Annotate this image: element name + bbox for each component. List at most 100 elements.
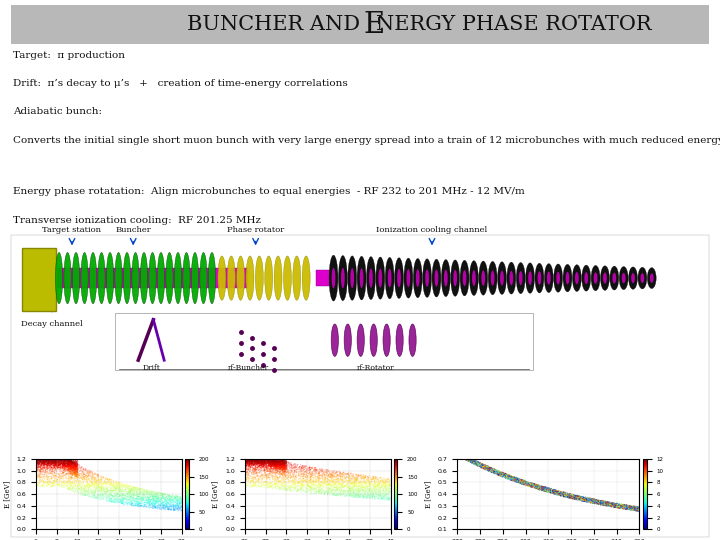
Point bbox=[66, 456, 77, 464]
Point bbox=[124, 482, 135, 490]
Point bbox=[533, 483, 544, 492]
Point bbox=[459, 454, 471, 462]
Point bbox=[360, 471, 372, 480]
Point bbox=[309, 469, 320, 477]
Point bbox=[341, 470, 352, 479]
Point bbox=[351, 482, 362, 491]
Point bbox=[529, 484, 541, 492]
Point bbox=[586, 495, 598, 503]
Point bbox=[48, 455, 59, 463]
Point bbox=[261, 454, 272, 462]
Point bbox=[501, 472, 513, 481]
Point bbox=[104, 494, 115, 502]
Point bbox=[48, 469, 60, 477]
Point bbox=[625, 505, 636, 514]
Point bbox=[72, 468, 84, 477]
Point bbox=[490, 468, 502, 477]
Point bbox=[40, 452, 51, 461]
Point bbox=[595, 497, 606, 506]
Point bbox=[65, 463, 76, 472]
Point bbox=[262, 454, 274, 463]
Point bbox=[264, 460, 276, 468]
Point bbox=[469, 460, 481, 468]
Point bbox=[452, 453, 464, 461]
Point bbox=[580, 494, 592, 503]
Point bbox=[31, 458, 42, 467]
Point bbox=[498, 471, 509, 480]
Point bbox=[524, 480, 536, 489]
Point bbox=[153, 493, 164, 502]
Point bbox=[48, 467, 60, 475]
Point bbox=[94, 487, 105, 496]
Point bbox=[115, 485, 127, 494]
Point bbox=[549, 487, 561, 496]
Ellipse shape bbox=[454, 270, 457, 286]
Point bbox=[71, 461, 83, 470]
Point bbox=[549, 487, 560, 495]
Point bbox=[320, 472, 331, 481]
Point bbox=[369, 482, 380, 490]
Point bbox=[454, 453, 465, 461]
Point bbox=[324, 472, 336, 481]
Point bbox=[623, 503, 634, 512]
Point bbox=[597, 501, 608, 509]
Point bbox=[108, 498, 120, 507]
Point bbox=[141, 494, 153, 503]
Point bbox=[529, 483, 541, 492]
Point bbox=[259, 471, 271, 480]
Point bbox=[59, 452, 71, 461]
Point bbox=[102, 486, 114, 495]
Point bbox=[248, 457, 259, 465]
Point bbox=[478, 464, 490, 472]
Point bbox=[244, 455, 256, 464]
Point bbox=[79, 490, 91, 499]
Point bbox=[244, 452, 256, 461]
Point bbox=[253, 465, 265, 474]
Point bbox=[53, 453, 64, 461]
Point bbox=[519, 478, 531, 487]
Point bbox=[257, 455, 269, 463]
Point bbox=[87, 489, 99, 497]
Point bbox=[274, 460, 285, 469]
Point bbox=[526, 480, 537, 488]
Point bbox=[378, 492, 390, 501]
Point bbox=[523, 481, 534, 490]
Point bbox=[462, 454, 474, 462]
Point bbox=[532, 483, 544, 491]
Point bbox=[66, 464, 78, 472]
Point bbox=[276, 457, 288, 466]
Point bbox=[488, 469, 500, 477]
Point bbox=[276, 462, 287, 470]
Point bbox=[319, 487, 330, 496]
Point bbox=[454, 453, 466, 461]
Point bbox=[307, 485, 319, 494]
Point bbox=[68, 475, 80, 483]
Point bbox=[562, 492, 573, 501]
Point bbox=[493, 469, 505, 477]
Point bbox=[67, 467, 78, 475]
Point bbox=[550, 487, 562, 496]
Point bbox=[497, 470, 508, 478]
Point bbox=[81, 470, 93, 478]
Point bbox=[246, 453, 258, 461]
Point bbox=[619, 504, 631, 512]
Point bbox=[122, 484, 134, 493]
Point bbox=[46, 452, 58, 461]
Point bbox=[91, 481, 102, 490]
Point bbox=[481, 462, 492, 471]
Point bbox=[55, 463, 66, 471]
Point bbox=[282, 474, 293, 483]
Point bbox=[114, 495, 125, 503]
Point bbox=[53, 455, 64, 463]
Point bbox=[613, 503, 625, 512]
Point bbox=[603, 499, 615, 508]
Point bbox=[556, 489, 567, 497]
Point bbox=[510, 476, 522, 485]
Point bbox=[176, 505, 187, 514]
Point bbox=[256, 452, 268, 461]
Point bbox=[45, 456, 57, 464]
Point bbox=[488, 467, 500, 476]
Point bbox=[278, 468, 289, 477]
Point bbox=[41, 455, 53, 464]
Point bbox=[127, 483, 139, 491]
